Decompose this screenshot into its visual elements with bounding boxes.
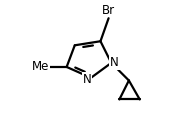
Text: Br: Br bbox=[102, 4, 115, 17]
Text: Me: Me bbox=[32, 60, 50, 73]
Text: N: N bbox=[110, 56, 119, 69]
Text: N: N bbox=[83, 73, 91, 86]
